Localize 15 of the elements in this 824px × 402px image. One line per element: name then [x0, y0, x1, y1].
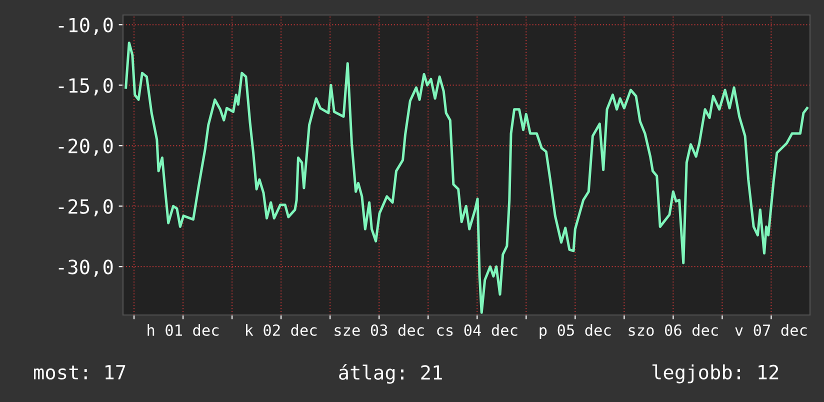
x-tick-label: cs 04 dec	[437, 324, 518, 336]
y-tick-label: -25,0	[58, 199, 113, 216]
text: most: 17	[34, 365, 126, 380]
x-tick-label: h 01 dec	[148, 324, 219, 336]
y-tick-label: -20,0	[58, 138, 113, 156]
x-tick-label: sze 03 dec	[334, 324, 424, 336]
y-tick-label: -10,0	[58, 18, 113, 35]
x-tick-label: p 05 dec	[540, 324, 611, 339]
y-tick-label: -15,0	[58, 78, 113, 96]
x-tick-label: szo 06 dec	[628, 324, 718, 336]
x-tick-label: v 07 dec	[735, 324, 807, 336]
text: legjobb: 12	[652, 364, 778, 384]
y-tick-label: -30,0	[58, 260, 113, 277]
text: átlag: 21	[339, 364, 442, 384]
x-tick-label: k 02 dec	[246, 324, 317, 336]
